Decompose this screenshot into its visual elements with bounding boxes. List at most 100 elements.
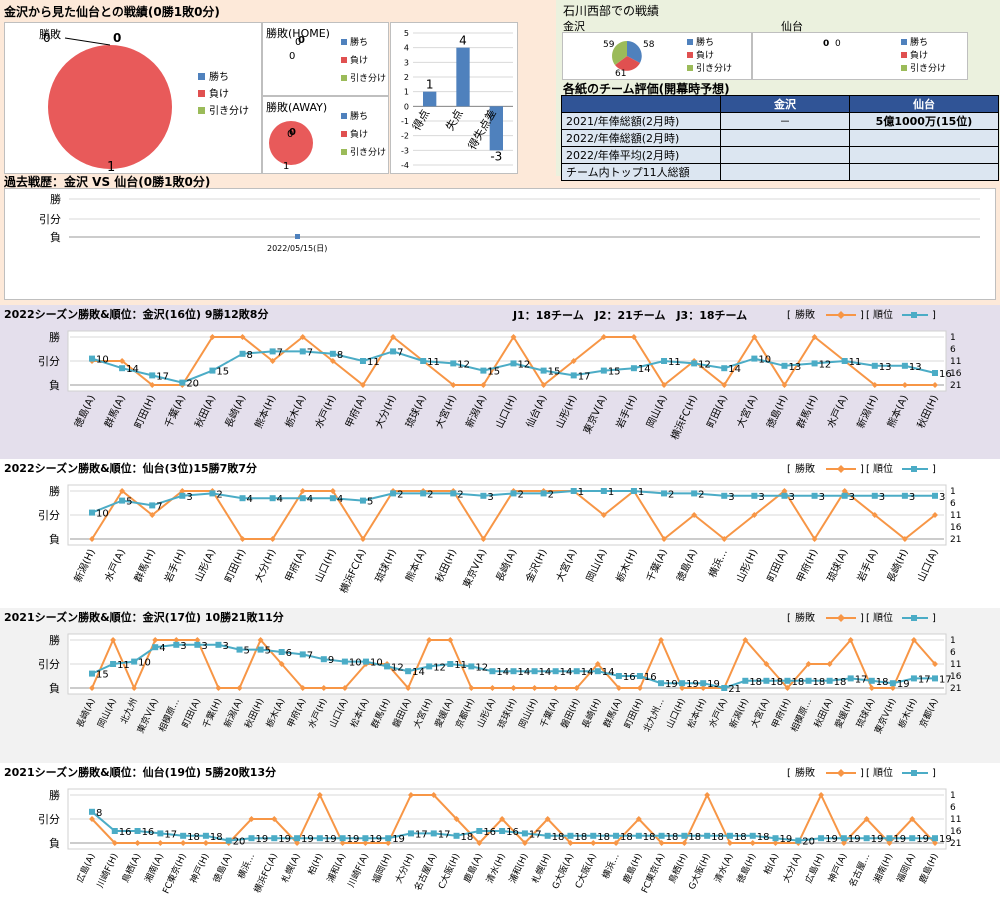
legend-loss-swatch	[198, 90, 205, 97]
home-legend-draw: 引き分け	[350, 73, 386, 84]
season-rank-point	[691, 360, 698, 367]
season-result-point	[119, 488, 126, 494]
season-rank-point	[209, 490, 216, 497]
season-result-point	[840, 840, 847, 846]
rating-cell	[849, 129, 999, 147]
season-rank-label: 19	[278, 834, 291, 845]
legend-rank-marker	[911, 615, 917, 621]
season-category-label: 川崎F(H)	[94, 851, 120, 890]
season-result-point	[691, 512, 698, 518]
season-rank-label: 18	[770, 677, 783, 688]
season-rank-tick: 16	[950, 369, 962, 379]
season-category-label: 山形(A)	[474, 696, 498, 729]
season-result-point	[681, 840, 688, 846]
season-result-point	[453, 816, 460, 822]
season-result-point	[385, 840, 392, 846]
season-rank-point	[615, 673, 622, 679]
rating-cell	[720, 129, 850, 147]
season-rank-point	[751, 355, 758, 362]
away-legend-win-swatch	[341, 113, 347, 119]
legend-result-marker	[837, 614, 845, 622]
season-rank-label: 18	[711, 832, 724, 843]
legend-win-swatch	[198, 73, 205, 80]
season-rank-point	[390, 348, 397, 355]
season-rank-point	[510, 360, 517, 367]
goal-y-tick: 2	[404, 73, 409, 82]
history-date-label: 2022/05/15(日)	[267, 244, 327, 253]
season-result-point	[173, 637, 180, 643]
season-rank-label: 19	[255, 834, 268, 845]
season-rank-point	[658, 680, 665, 687]
season-result-point	[721, 382, 728, 388]
season-rank-label: 3	[186, 492, 192, 503]
season-rank-point	[329, 495, 336, 502]
season-rank-tick: 11	[950, 511, 961, 521]
season-result-point	[499, 816, 506, 822]
season-rank-point	[329, 350, 336, 357]
season-result-point	[863, 816, 870, 822]
legend-bracket: ]	[932, 768, 936, 779]
season-category-label: 秋田(A)	[192, 393, 218, 430]
season-rank-label: 15	[487, 367, 500, 378]
ishikawa-pie2-legend-draw-swatch	[901, 65, 907, 71]
season-result-point	[573, 685, 580, 691]
season-category-label: 松本(A)	[348, 696, 372, 729]
season-category-label: 京都(H)	[453, 696, 477, 730]
season-rank-point	[681, 832, 688, 839]
season-rank-point	[772, 835, 779, 842]
season-category-label: 北九州	[118, 697, 139, 726]
season-rank-point	[239, 350, 246, 357]
ishikawa-team1: 金沢	[563, 20, 585, 33]
season-rank-point	[134, 828, 141, 834]
season-rank-point	[362, 658, 369, 665]
season-rank-label: 12	[391, 662, 404, 673]
season-result-point	[447, 637, 454, 643]
home-pie-chart: 勝敗(HOME) 0 0 0 勝ち 負け 引き分け	[266, 26, 386, 84]
season-title: 2021シーズン勝敗&順位：金沢(17位) 10勝21敗11分	[4, 610, 284, 624]
season-y-label: 引分	[38, 812, 60, 826]
season-rank-point	[841, 358, 848, 364]
season-rank-point	[594, 668, 601, 675]
season-rank-label: 19	[665, 679, 678, 690]
season-rank-tick: 6	[950, 648, 956, 658]
season-category-label: 札幌(A)	[279, 851, 303, 884]
overall-pie-label: 勝敗	[39, 27, 61, 41]
season-rank-label: 2	[698, 489, 704, 500]
legend-rank-label: 順位	[873, 766, 893, 779]
season-rank-label: 18	[791, 677, 804, 688]
season-category-label: 水戸(A)	[102, 547, 128, 584]
season-rank-label: 15	[608, 367, 621, 378]
season-result-point	[661, 382, 668, 388]
season-rank-label: 7	[397, 347, 403, 358]
season-rank-label: 18	[461, 832, 474, 843]
season-category-label: 大宮(A)	[734, 393, 760, 430]
goal-y-tick: -3	[401, 146, 409, 155]
season-rank-label: 7	[307, 650, 313, 661]
season-rank-tick: 21	[950, 684, 961, 694]
season-rank-label: 2	[548, 489, 554, 500]
season-category-label: 甲府(A)	[284, 696, 308, 729]
season-result-point	[751, 334, 758, 340]
legend-loss-label: 負け	[209, 88, 229, 100]
season-rank-point	[521, 830, 528, 837]
season-category-label: 新潟(H)	[727, 696, 751, 730]
season-result-point	[679, 685, 686, 691]
season-rank-point	[173, 641, 180, 648]
season-category-label: 町田(H)	[622, 697, 645, 730]
season-rank-label: 10	[370, 658, 383, 669]
season-result-point	[215, 685, 222, 691]
season-category-label: 栃木(A)	[263, 696, 287, 729]
season-rank-point	[570, 488, 577, 494]
season-rank-label: 19	[780, 834, 793, 845]
season-result-point	[430, 792, 437, 798]
season-rank-point	[630, 488, 637, 494]
season-rank-point	[749, 832, 756, 839]
legend-bracket: ]	[860, 613, 864, 624]
season-rank-tick: 6	[950, 803, 956, 813]
goal-data-label: 1	[426, 78, 434, 92]
season-rank-label: 3	[180, 641, 186, 652]
home-pie-value-a: 0	[295, 37, 301, 48]
season-category-label: C大阪(A)	[572, 851, 599, 890]
season-rank-label: 11	[668, 357, 681, 368]
season-rank-point	[570, 372, 577, 379]
